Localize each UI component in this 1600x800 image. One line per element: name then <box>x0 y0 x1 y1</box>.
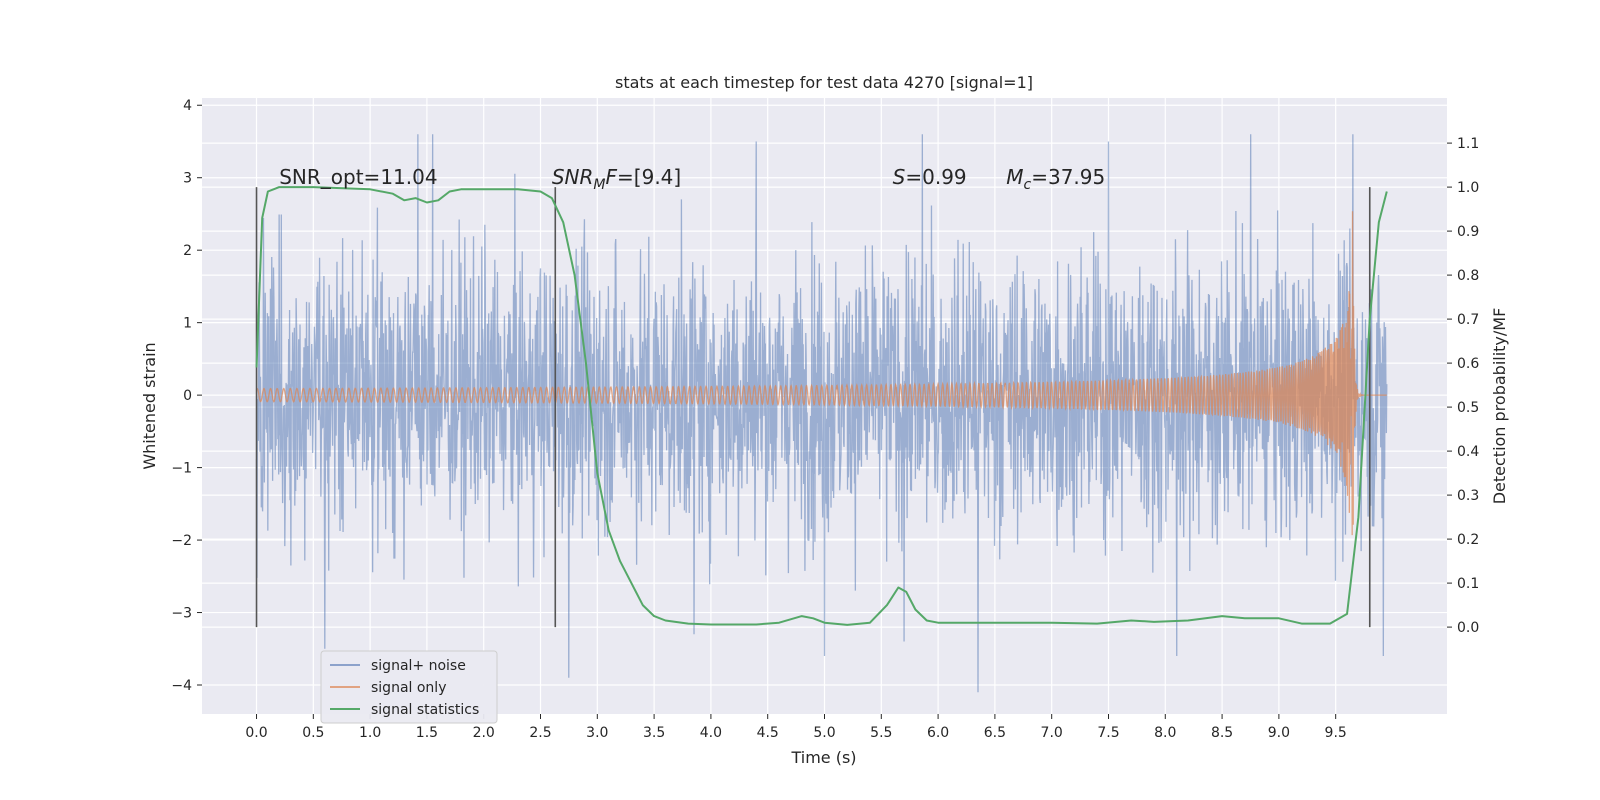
y2-tick-label: 0.0 <box>1457 620 1479 636</box>
axes-layer: 0.0 0.5 1.0 1.5 2.0 2.5 3.0 3.5 4.0 4.5 5.0 5.5 6.0 6… <box>171 98 1479 741</box>
stat-annotation: S=0.99 <box>893 165 967 189</box>
y2-tick-label: 0.3 <box>1457 488 1479 504</box>
legend: signal+ noise signal only signal statist… <box>320 650 498 724</box>
x-tick-label: 1.0 <box>359 725 381 741</box>
legend-label-signal: signal only <box>371 680 446 696</box>
series-signal-statistics-line <box>255 186 1388 626</box>
y2-tick-label: 1.0 <box>1457 180 1479 196</box>
annotation-layer: SNR_opt=11.04 SNRMF=[9.4] S=0.99 Mc=37.95 <box>279 165 1105 193</box>
chirp-series-layer <box>255 211 1387 536</box>
statistic-series-layer <box>255 186 1388 626</box>
x-tick-label: 9.5 <box>1325 725 1347 741</box>
stat-annotation: SNR_opt=11.04 <box>279 165 437 189</box>
y-tick-label: 2 <box>183 243 192 259</box>
y2-tick-label: 0.2 <box>1457 532 1479 548</box>
legend-label-noise: signal+ noise <box>371 658 466 674</box>
y2-axis-label: Detection probability/MF <box>1490 308 1509 505</box>
y2-tick-label: 0.6 <box>1457 356 1479 372</box>
x-tick-label: 7.0 <box>1041 725 1063 741</box>
y-axis-label: Whitened strain <box>140 342 159 469</box>
x-tick-label: 6.0 <box>927 725 949 741</box>
x-tick-label: 3.0 <box>586 725 608 741</box>
y-tick-label: 3 <box>183 171 192 187</box>
series-signal-only-line <box>255 211 1387 536</box>
chart-title: stats at each timestep for test data 427… <box>615 73 1033 92</box>
y-tick-label: 0 <box>183 388 192 404</box>
y-tick-label: −1 <box>171 461 192 477</box>
x-tick-label: 5.5 <box>870 725 892 741</box>
vline-layer <box>255 187 1371 628</box>
stat-annotation: SNRMF=[9.4] <box>552 165 681 193</box>
y-tick-label: −4 <box>171 678 192 694</box>
y-tick-label: 4 <box>183 98 192 114</box>
x-tick-label: 2.5 <box>529 725 551 741</box>
x-tick-label: 8.0 <box>1154 725 1176 741</box>
x-tick-label: 7.5 <box>1097 725 1119 741</box>
x-tick-label: 3.5 <box>643 725 665 741</box>
y2-tick-label: 1.1 <box>1457 136 1479 152</box>
x-tick-label: 1.5 <box>416 725 438 741</box>
y2-tick-label: 0.9 <box>1457 224 1479 240</box>
y2-tick-label: 0.8 <box>1457 268 1479 284</box>
x-tick-label: 5.0 <box>813 725 835 741</box>
stat-annotation: Mc=37.95 <box>1006 165 1105 193</box>
x-tick-label: 0.0 <box>245 725 267 741</box>
x-tick-label: 8.5 <box>1211 725 1233 741</box>
y2-tick-label: 0.4 <box>1457 444 1479 460</box>
y-tick-label: 1 <box>183 316 192 332</box>
legend-box <box>320 650 498 724</box>
x-tick-label: 4.5 <box>757 725 779 741</box>
y2-tick-label: 0.5 <box>1457 400 1479 416</box>
x-tick-label: 0.5 <box>302 725 324 741</box>
x-tick-label: 2.0 <box>473 725 495 741</box>
x-axis-label: Time (s) <box>790 748 856 767</box>
y2-tick-label: 0.7 <box>1457 312 1479 328</box>
x-tick-label: 6.5 <box>984 725 1006 741</box>
x-tick-label: 9.0 <box>1268 725 1290 741</box>
y2-tick-label: 0.1 <box>1457 576 1479 592</box>
noise-series-layer <box>255 134 1388 693</box>
x-tick-label: 4.0 <box>700 725 722 741</box>
series-signal-noise-line <box>255 134 1388 693</box>
y-tick-label: −3 <box>171 606 192 622</box>
y-tick-label: −2 <box>171 533 192 549</box>
legend-label-statistics: signal statistics <box>371 702 479 718</box>
